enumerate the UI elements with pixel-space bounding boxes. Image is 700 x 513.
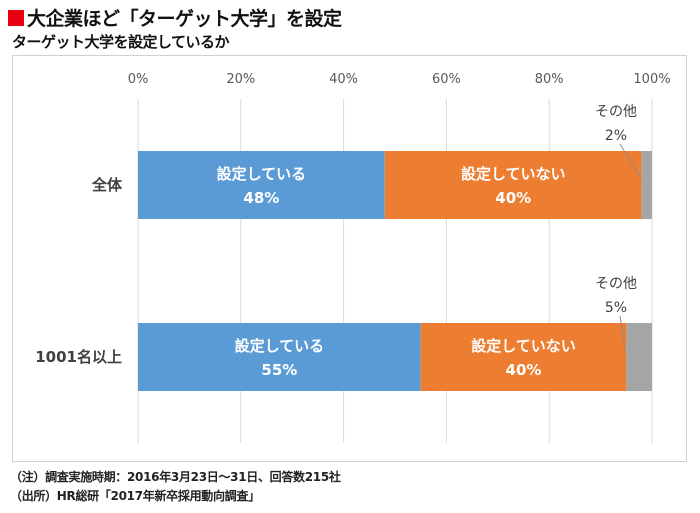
footnote-survey-period: （注）調査実施時期：2016年3月23日～31日、回答数215社 [10,470,341,484]
category-label: 1001名以上 [35,348,122,366]
footnote-source: （出所）HR総研「2017年新卒採用動向調査」 [10,489,260,503]
bar-segment [641,151,652,219]
bars [138,151,652,391]
data-label-series: 設定している [217,165,307,183]
x-axis-ticks: 0% 20% 40% 60% 80% 100% [128,72,671,87]
callout-label-value: 2% [605,128,627,144]
data-labels: 設定している 48% 設定していない 40% その他 2% 設定している 55% 設定していない… [217,104,642,379]
data-label-value: 48% [243,189,279,207]
x-tick-label: 80% [535,72,564,87]
x-tick-label: 40% [329,72,358,87]
chart-frame [12,55,687,462]
x-tick-label: 100% [633,72,670,87]
category-labels: 全体 1001名以上 [35,176,123,366]
data-label-series: 設定していない [471,337,576,355]
category-label: 全体 [91,176,123,194]
chart-title: 大企業ほど「ターゲット大学」を設定 [8,4,342,31]
data-label-value: 40% [506,361,542,379]
data-label-series: 設定している [235,337,325,355]
bar-segment [626,323,652,391]
bar-segment [138,323,421,391]
chart-subtitle: ターゲット大学を設定しているか [12,33,230,51]
x-tick-label: 20% [226,72,255,87]
bar-segment [384,151,642,219]
gridlines [137,99,653,443]
data-label-value: 40% [495,189,531,207]
red-square-icon [8,10,24,26]
data-label-series: 設定していない [461,165,566,183]
data-label-value: 55% [261,361,297,379]
bar-segment [420,323,627,391]
callout-label-series: その他 [595,104,637,120]
x-tick-label: 60% [432,72,461,87]
callout-label-value: 5% [605,300,627,316]
callout-leader-line [619,315,626,351]
bar-segment [138,151,385,219]
x-tick-label: 0% [128,72,149,87]
callout-leader-line [619,143,642,179]
chart-title-text: 大企業ほど「ターゲット大学」を設定 [27,8,342,30]
callout-label-series: その他 [595,276,637,292]
